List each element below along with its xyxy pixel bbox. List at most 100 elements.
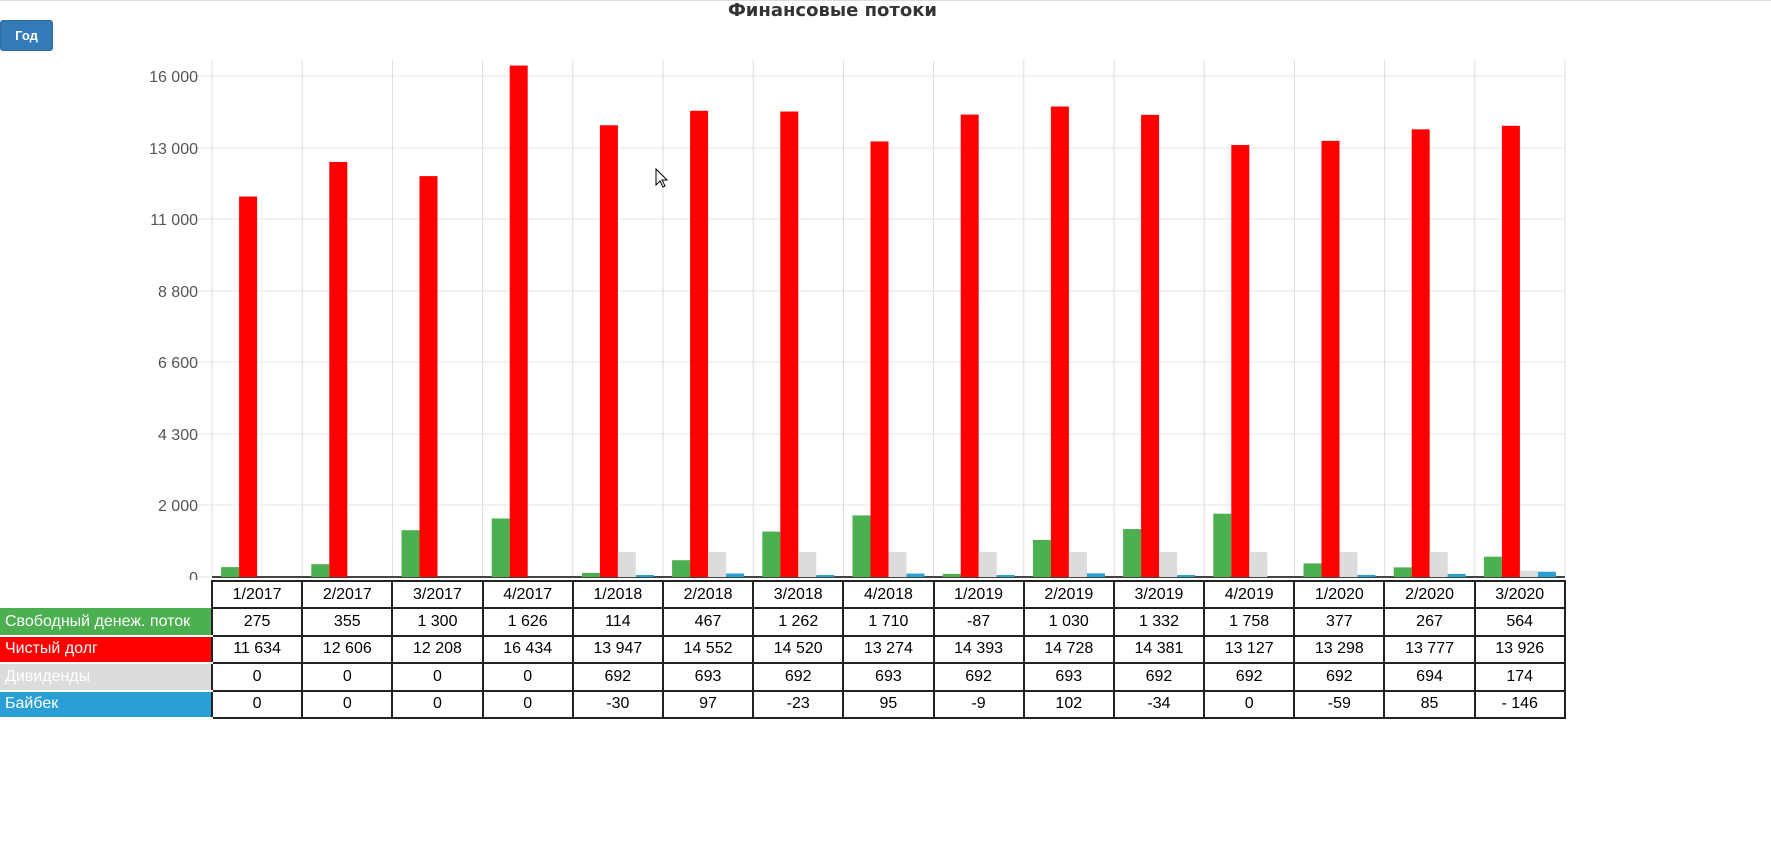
table-cell: 693 bbox=[842, 662, 935, 692]
bar-series-2-cat-4 bbox=[617, 552, 636, 577]
table-cell: 692 bbox=[1203, 662, 1296, 692]
table-cell: 0 bbox=[210, 662, 304, 692]
table-cell: 174 bbox=[1473, 662, 1566, 692]
table-cell: 0 bbox=[301, 689, 394, 719]
table-cell: 377 bbox=[1293, 607, 1386, 637]
year-period-button[interactable]: Год bbox=[0, 20, 53, 51]
bar-series-1-cat-13 bbox=[1411, 129, 1430, 578]
bar-series-1-cat-14 bbox=[1501, 125, 1520, 577]
series-label: Чистый долг bbox=[0, 635, 212, 665]
top-border-line bbox=[0, 0, 1771, 1]
table-cell: -9 bbox=[932, 689, 1025, 719]
bar-series-0-cat-11 bbox=[1213, 513, 1232, 577]
bar-series-1-cat-6 bbox=[780, 111, 799, 578]
bar-series-3-cat-6 bbox=[816, 575, 835, 577]
bar-series-3-cat-7 bbox=[906, 573, 925, 577]
bar-series-1-cat-8 bbox=[960, 114, 979, 578]
table-cell: -30 bbox=[571, 689, 664, 719]
table-corner bbox=[0, 581, 212, 608]
bar-series-3-cat-9 bbox=[1086, 573, 1105, 577]
table-cell: 102 bbox=[1022, 689, 1115, 719]
table-cell: 16 434 bbox=[481, 634, 574, 665]
table-header-cell: 2/2020 bbox=[1383, 579, 1476, 610]
bar-series-0-cat-3 bbox=[491, 518, 510, 577]
table-cell: 95 bbox=[842, 689, 935, 719]
y-tick-label: 4 300 bbox=[158, 427, 198, 444]
bar-series-2-cat-14 bbox=[1519, 570, 1538, 577]
table-header-cell: 2/2019 bbox=[1022, 579, 1115, 610]
table-cell: 13 777 bbox=[1383, 634, 1476, 665]
table-row: Свободный денеж. поток 275 355 1 300 1 626 11… bbox=[0, 607, 1566, 637]
table-cell: 1 332 bbox=[1112, 607, 1206, 637]
table-cell: 13 926 bbox=[1473, 634, 1566, 665]
table-cell: 13 298 bbox=[1293, 634, 1386, 665]
bar-series-2-cat-11 bbox=[1249, 552, 1268, 577]
bar-series-0-cat-4 bbox=[581, 572, 600, 577]
table-cell: 14 520 bbox=[752, 634, 845, 665]
bar-series-0-cat-6 bbox=[762, 531, 781, 577]
table-cell: 0 bbox=[481, 689, 574, 719]
series-label: Дивиденды bbox=[0, 663, 212, 692]
y-tick-label: 0 bbox=[189, 570, 198, 580]
bar-series-1-cat-11 bbox=[1231, 144, 1250, 577]
bar-series-3-cat-5 bbox=[726, 573, 745, 577]
table-cell: 267 bbox=[1383, 607, 1476, 637]
table-cell: 0 bbox=[391, 689, 484, 719]
bar-series-0-cat-8 bbox=[942, 573, 961, 577]
table-cell: -59 bbox=[1293, 689, 1386, 719]
table-row: Дивиденды 0 0 0 0 692 693 692 693 692 693 692 692 692… bbox=[0, 662, 1566, 692]
table-cell: - 146 bbox=[1473, 689, 1566, 719]
chart-title: Финансовые потоки bbox=[727, 0, 938, 21]
table-cell: 275 bbox=[210, 607, 304, 637]
table-cell: 1 758 bbox=[1203, 607, 1296, 637]
table-header-row: 1/2017 2/2017 3/2017 4/2017 1/2018 2/2018 3/20… bbox=[0, 579, 1566, 610]
table-header-cell: 3/2018 bbox=[752, 579, 845, 610]
table-header-cell: 1/2018 bbox=[571, 579, 664, 610]
table-cell: 1 300 bbox=[391, 607, 484, 637]
table-cell: 14 552 bbox=[661, 634, 755, 665]
table-cell: 14 393 bbox=[932, 634, 1025, 665]
bar-series-1-cat-2 bbox=[419, 176, 438, 577]
table-cell: -34 bbox=[1112, 689, 1206, 719]
bar-series-0-cat-5 bbox=[672, 560, 691, 577]
bar-series-1-cat-7 bbox=[870, 141, 889, 577]
table-cell: 692 bbox=[571, 662, 664, 692]
table-header-cell: 2/2017 bbox=[301, 579, 394, 610]
bar-series-0-cat-0 bbox=[221, 567, 240, 577]
table-cell: 97 bbox=[661, 689, 755, 719]
table-cell: 12 208 bbox=[391, 634, 484, 665]
bar-series-1-cat-0 bbox=[239, 196, 258, 578]
table-cell: 14 381 bbox=[1112, 634, 1206, 665]
table-header-cell: 3/2020 bbox=[1473, 579, 1566, 610]
mouse-cursor-icon bbox=[655, 167, 669, 188]
table-cell: 693 bbox=[661, 662, 755, 692]
table-header-cell: 1/2019 bbox=[932, 579, 1025, 610]
chart-bars bbox=[221, 65, 1556, 578]
bar-series-2-cat-9 bbox=[1068, 552, 1087, 577]
series-label: Байбек bbox=[0, 690, 212, 719]
table-cell: 85 bbox=[1383, 689, 1476, 719]
bar-series-0-cat-10 bbox=[1123, 529, 1142, 577]
table-cell: 692 bbox=[1293, 662, 1386, 692]
y-tick-label: 8 800 bbox=[158, 284, 198, 301]
table-header-cell: 1/2020 bbox=[1293, 579, 1386, 610]
table-row: Чистый долг 11 634 12 606 12 208 16 434 13 94… bbox=[0, 634, 1566, 665]
table-header-cell: 4/2017 bbox=[481, 579, 574, 610]
data-table: 1/2017 2/2017 3/2017 4/2017 1/2018 2/2018 3/20… bbox=[0, 579, 1566, 719]
table-cell: 13 127 bbox=[1203, 634, 1296, 665]
bar-series-0-cat-13 bbox=[1393, 567, 1412, 577]
bar-series-3-cat-12 bbox=[1357, 574, 1376, 577]
bar-series-2-cat-7 bbox=[888, 552, 907, 577]
table-header-cell: 3/2017 bbox=[391, 579, 484, 610]
table-cell: 0 bbox=[391, 662, 484, 692]
table-cell: 692 bbox=[1112, 662, 1206, 692]
table-cell: 13 274 bbox=[842, 634, 935, 665]
bar-series-1-cat-5 bbox=[690, 110, 709, 577]
bar-series-1-cat-1 bbox=[329, 161, 348, 577]
table-header-cell: 2/2018 bbox=[661, 579, 755, 610]
table-header-cell: 1/2017 bbox=[210, 579, 304, 610]
table-body: Свободный денеж. поток 275 355 1 300 1 626 11… bbox=[0, 607, 1566, 719]
bar-series-3-cat-14 bbox=[1537, 571, 1556, 577]
bar-series-2-cat-6 bbox=[798, 552, 817, 577]
y-tick-label: 2 000 bbox=[158, 498, 198, 515]
